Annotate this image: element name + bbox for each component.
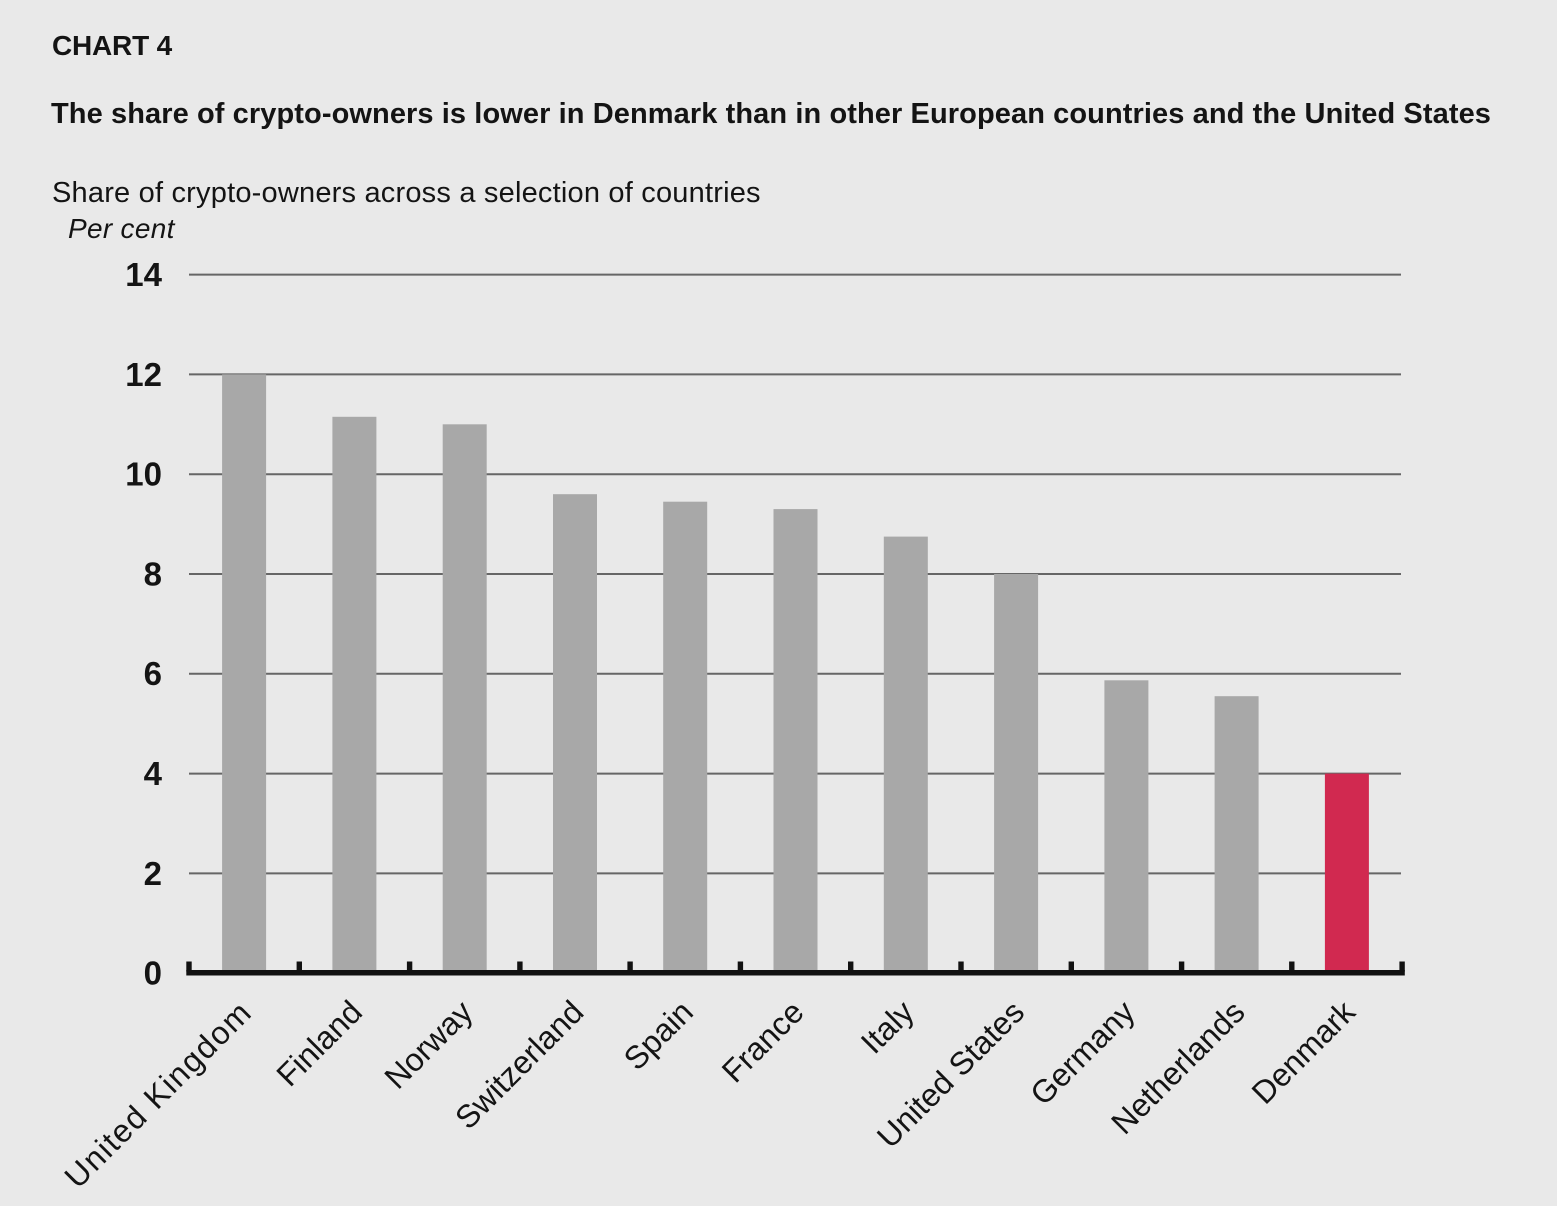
- svg-text:6: 6: [144, 655, 162, 692]
- svg-text:10: 10: [125, 456, 162, 493]
- svg-text:8: 8: [144, 555, 162, 592]
- svg-text:4: 4: [144, 755, 163, 792]
- svg-text:2: 2: [144, 855, 162, 892]
- svg-text:0: 0: [144, 955, 162, 992]
- svg-text:12: 12: [125, 356, 162, 393]
- svg-text:14: 14: [125, 256, 162, 293]
